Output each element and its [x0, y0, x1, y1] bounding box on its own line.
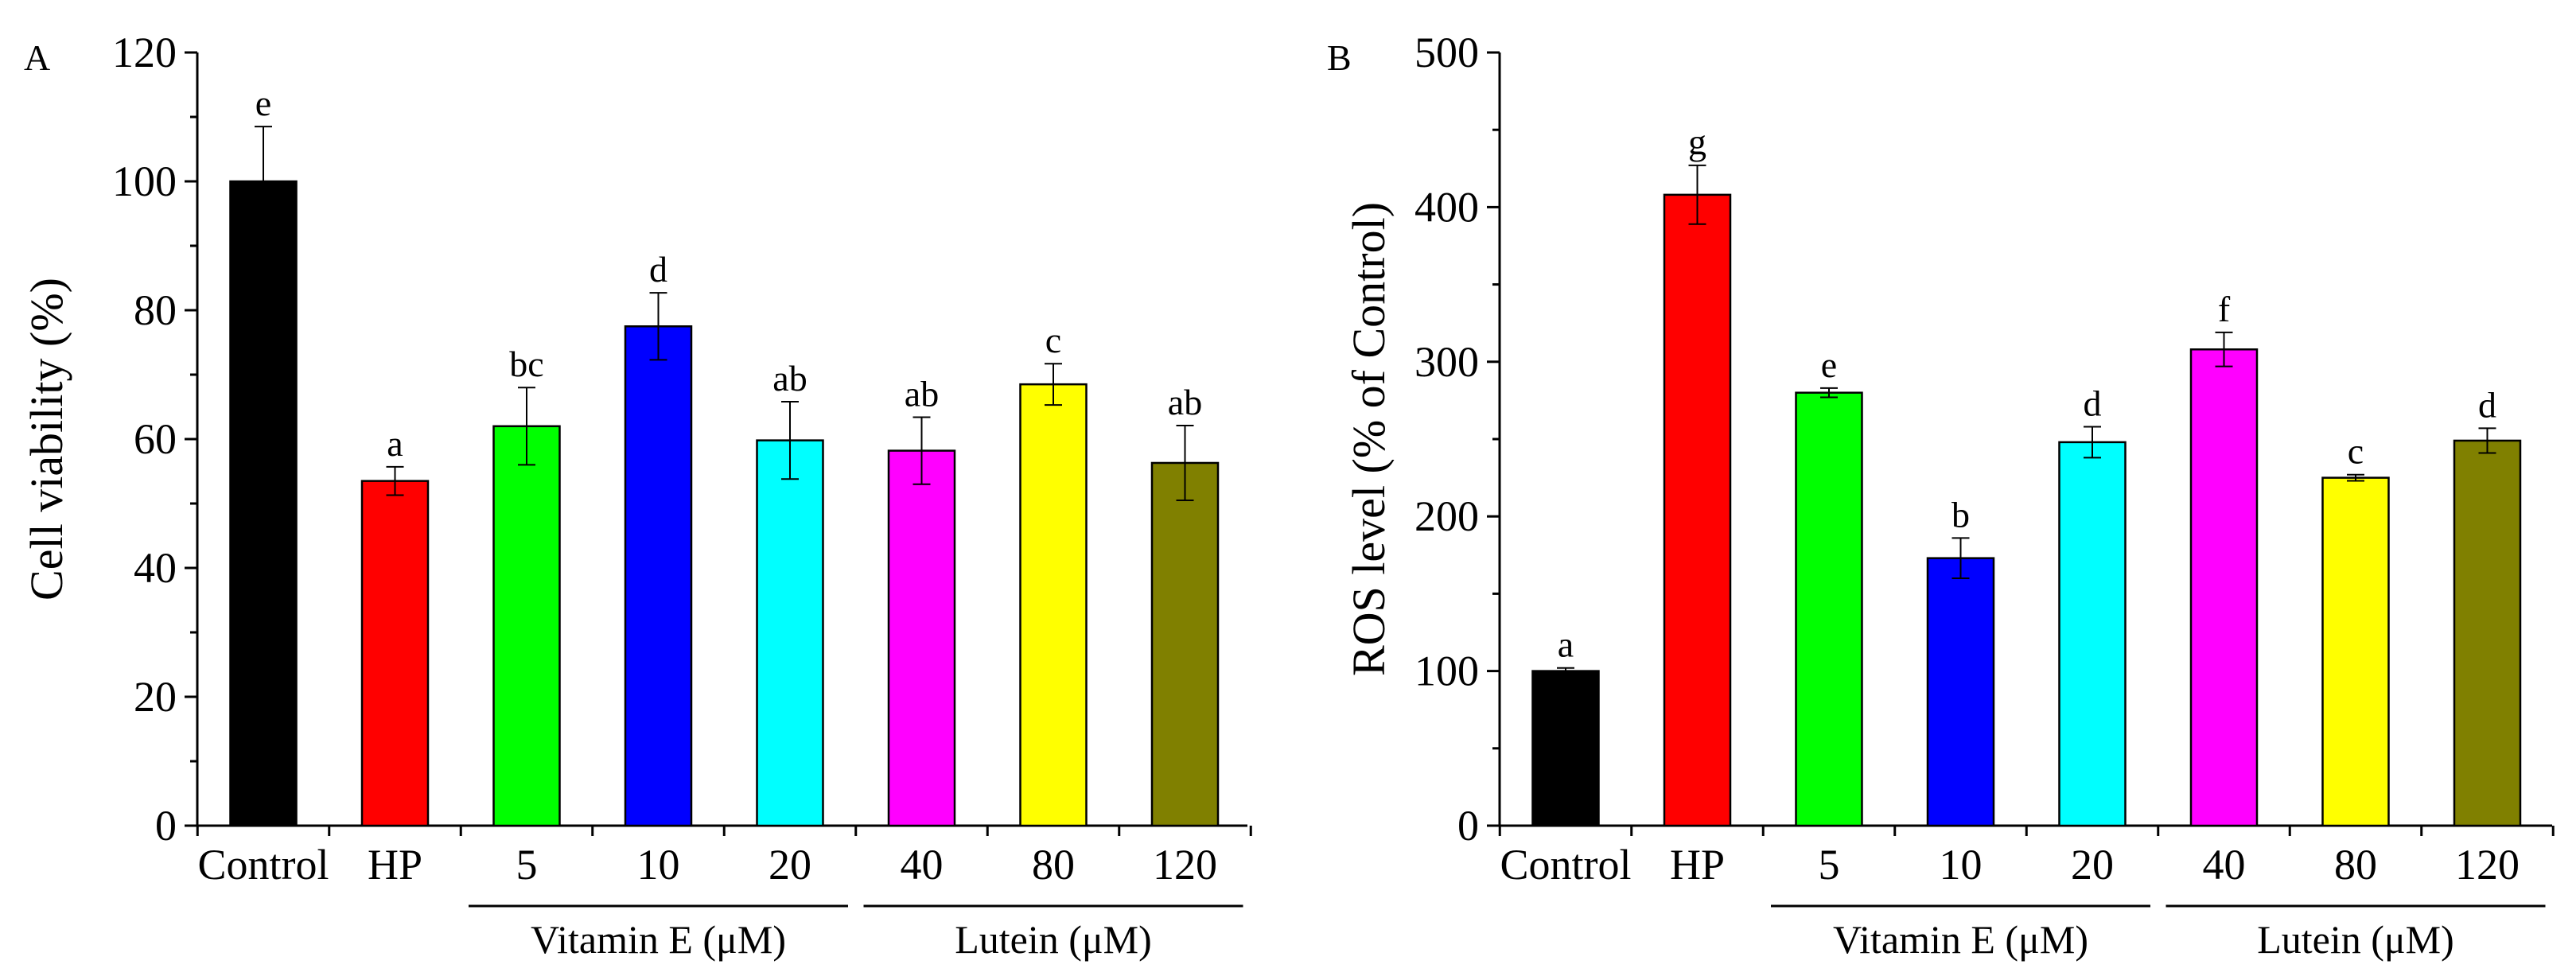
y-tick-label: 500: [1414, 29, 1479, 76]
x-tick-label: 5: [516, 841, 538, 889]
significance-label: d: [2084, 383, 2102, 423]
significance-label: c: [1045, 320, 1061, 360]
x-tick-label: HP: [1670, 841, 1725, 889]
significance-label: d: [649, 249, 667, 290]
x-tick-label: 5: [1819, 841, 1840, 889]
y-tick-label: 100: [1414, 647, 1479, 695]
significance-label: c: [2348, 431, 2364, 472]
bar: [1663, 193, 1732, 827]
y-tick-label: 20: [134, 673, 177, 721]
x-tick-label: Control: [1500, 841, 1631, 889]
y-tick-label: 60: [134, 415, 177, 463]
x-tick-label: 40: [2203, 841, 2246, 889]
x-tick-label: HP: [368, 841, 422, 889]
significance-label: d: [2478, 384, 2496, 425]
bar: [229, 180, 298, 827]
x-tick-label: 120: [2455, 841, 2520, 889]
y-tick-label: 400: [1414, 183, 1479, 231]
bar: [1531, 670, 1600, 827]
significance-label: ab: [772, 358, 807, 399]
bar: [492, 425, 561, 827]
bar: [756, 439, 824, 827]
y-tick-label: 40: [134, 544, 177, 592]
panel-letter-a: A: [24, 37, 50, 78]
bar: [2058, 441, 2127, 827]
bar: [2453, 439, 2522, 827]
panel-letter-b: B: [1327, 37, 1352, 78]
x-tick-label: 120: [1153, 841, 1217, 889]
y-axis-title: ROS level (% of Control): [1343, 202, 1395, 676]
x-tick-label: 80: [1032, 841, 1075, 889]
group-label: Vitamin E (μM): [1833, 917, 2088, 962]
panel-b: B 0 100 200 300 400 500 a Control g HP e 5 b 10 d 20 f 40…: [1327, 29, 2555, 962]
significance-label: ab: [905, 373, 939, 414]
bar: [1019, 383, 1088, 827]
x-tick-label: 10: [1940, 841, 1983, 889]
x-tick-label: 10: [637, 841, 680, 889]
y-tick-label: 0: [1457, 802, 1479, 850]
x-tick-label: Control: [197, 841, 329, 889]
y-tick-label: 300: [1414, 338, 1479, 386]
x-tick-label: 20: [769, 841, 811, 889]
y-tick-label: 0: [155, 802, 177, 850]
bar: [1795, 391, 1863, 827]
x-tick-label: 20: [2071, 841, 2114, 889]
y-axis-title: Cell viability (%): [21, 278, 72, 601]
significance-label: a: [1558, 624, 1574, 665]
y-tick-label: 120: [112, 29, 177, 76]
bar: [624, 325, 693, 827]
bar: [1150, 461, 1220, 827]
significance-label: ab: [1168, 382, 1202, 422]
group-label: Lutein (μM): [2257, 917, 2454, 962]
significance-label: bc: [509, 344, 543, 384]
bar: [1926, 557, 1995, 827]
y-tick-label: 80: [134, 286, 177, 334]
group-label: Vitamin E (μM): [531, 917, 786, 962]
bar: [2189, 348, 2259, 827]
bar: [360, 480, 430, 827]
bar: [2321, 476, 2390, 827]
panel-a: A 0 20 40 60 80 100 120 e Control a HP bc 5 d 10 ab 20 ab…: [21, 29, 1252, 962]
bar: [887, 449, 956, 827]
significance-label: b: [1951, 494, 1970, 535]
x-tick-label: 40: [901, 841, 944, 889]
significance-label: f: [2218, 289, 2231, 329]
group-label: Lutein (μM): [955, 917, 1152, 962]
significance-label: g: [1688, 122, 1706, 162]
significance-label: e: [255, 83, 271, 123]
y-tick-label: 200: [1414, 492, 1479, 540]
significance-label: a: [387, 423, 403, 464]
significance-label: e: [1821, 344, 1837, 385]
x-tick-label: 80: [2334, 841, 2377, 889]
y-tick-label: 100: [112, 157, 177, 205]
